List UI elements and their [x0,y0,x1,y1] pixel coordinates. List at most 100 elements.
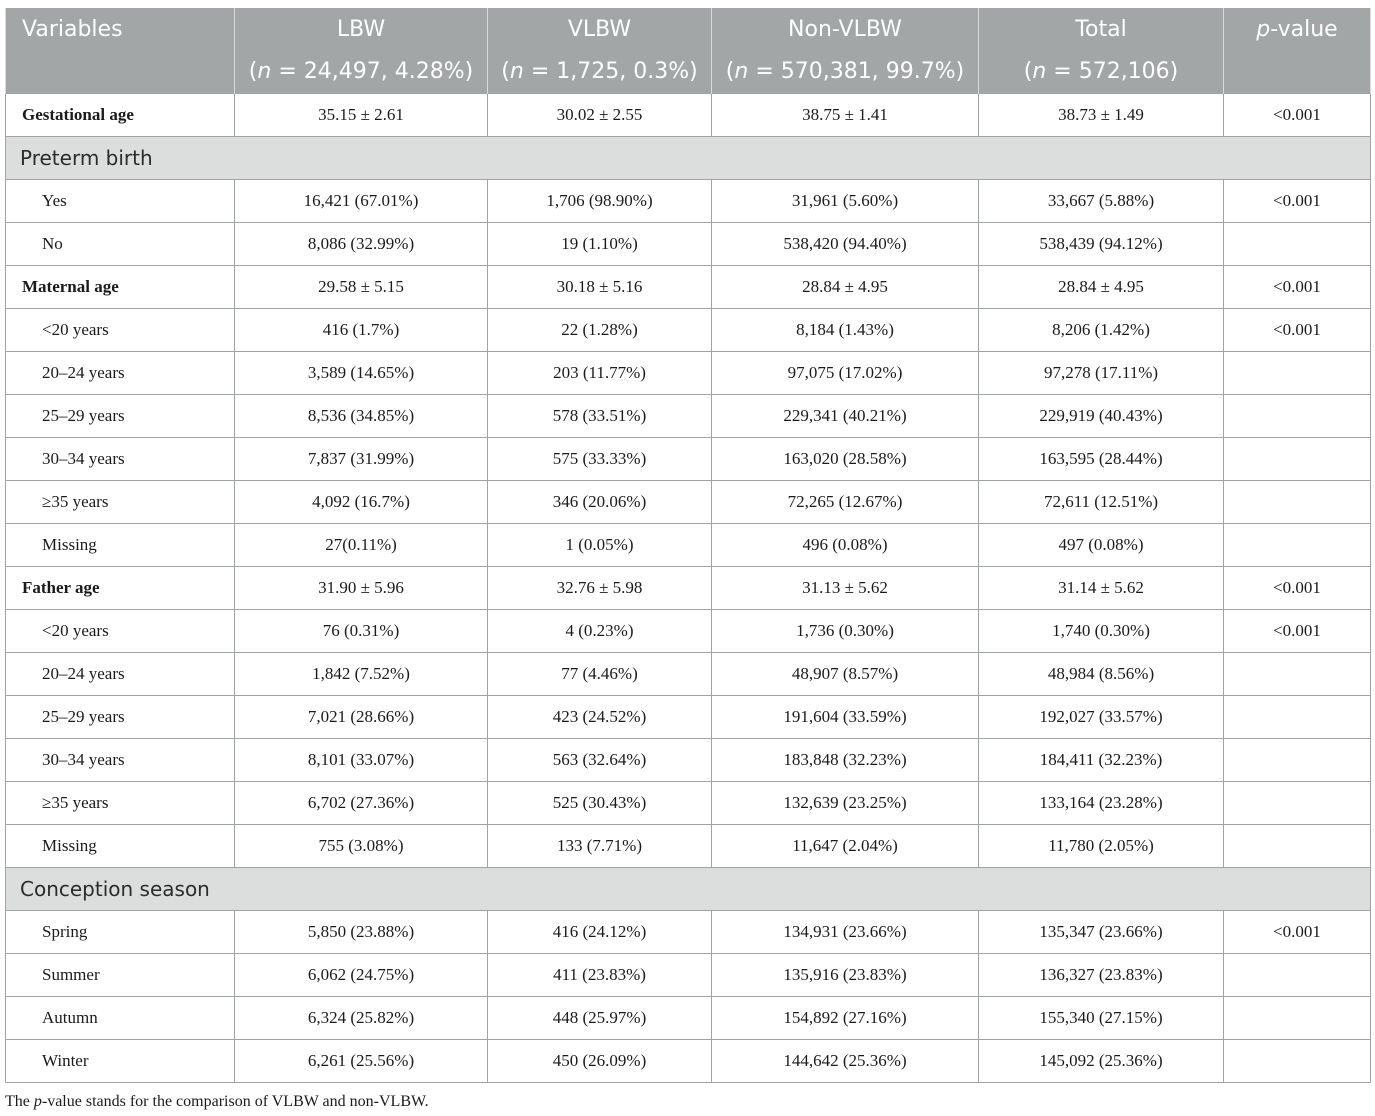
cell-lbw: 6,324 (25.82%) [234,996,488,1040]
cell-non-vlbw: 28.84 ± 4.95 [711,265,979,309]
table-row: Missing 27(0.11%) 1 (0.05%) 496 (0.08%) 497 … [5,523,1371,567]
cell-p-value [1223,781,1371,825]
row-label: 25–29 years [5,394,235,438]
cell-total: 97,278 (17.11%) [978,351,1224,395]
row-label: Missing [5,824,235,868]
cell-vlbw: 19 (1.10%) [487,222,712,266]
cell-lbw: 31.90 ± 5.96 [234,566,488,610]
table-row: Yes 16,421 (67.01%) 1,706 (98.90%) 31,961 (… [5,179,1371,223]
row-label: 30–34 years [5,437,235,481]
header-lbw: LBW [234,8,488,50]
cell-lbw: 416 (1.7%) [234,308,488,352]
cell-p-value [1223,480,1371,524]
cell-total: 31.14 ± 5.62 [978,566,1224,610]
row-label: 20–24 years [5,351,235,395]
cell-total: 38.73 ± 1.49 [978,93,1224,137]
cell-total: 184,411 (32.23%) [978,738,1224,782]
cell-non-vlbw: 31,961 (5.60%) [711,179,979,223]
cell-total: 48,984 (8.56%) [978,652,1224,696]
header-variables: Variables [5,8,235,50]
table-row: <20 years 416 (1.7%) 22 (1.28%) 8,184 (1.43… [5,308,1371,352]
cell-total: 28.84 ± 4.95 [978,265,1224,309]
row-label: ≥35 years [5,480,235,524]
cell-lbw: 76 (0.31%) [234,609,488,653]
table-header: Variables LBW VLBW Non-VLBW Total p-valu… [5,8,1371,94]
cell-vlbw: 563 (32.64%) [487,738,712,782]
table-row: 20–24 years 1,842 (7.52%) 77 (4.46%) 48,907… [5,652,1371,696]
cell-lbw: 16,421 (67.01%) [234,179,488,223]
cell-non-vlbw: 496 (0.08%) [711,523,979,567]
cell-p-value: <0.001 [1223,910,1371,954]
cell-lbw: 755 (3.08%) [234,824,488,868]
cell-non-vlbw: 8,184 (1.43%) [711,308,979,352]
cell-non-vlbw: 31.13 ± 5.62 [711,566,979,610]
footnote-p-italic: p [33,1093,42,1110]
section-label: Conception season [5,867,1371,911]
cell-p-value [1223,523,1371,567]
cell-p-value [1223,652,1371,696]
cell-p-value [1223,824,1371,868]
section-row: Preterm birth [5,136,1371,180]
header-p-rest: -value [1270,16,1338,42]
cell-p-value [1223,394,1371,438]
table-row: Gestational age 35.15 ± 2.61 30.02 ± 2.55 3… [5,93,1371,137]
cell-lbw: 8,086 (32.99%) [234,222,488,266]
table-row: Missing 755 (3.08%) 133 (7.71%) 11,647 (2.0… [5,824,1371,868]
header-vlbw-n: (n = 1,725, 0.3%) [487,50,712,94]
cell-total: 497 (0.08%) [978,523,1224,567]
cell-total: 133,164 (23.28%) [978,781,1224,825]
cell-lbw: 1,842 (7.52%) [234,652,488,696]
row-label: ≥35 years [5,781,235,825]
cell-vlbw: 1 (0.05%) [487,523,712,567]
row-label: 30–34 years [5,738,235,782]
cell-lbw: 3,589 (14.65%) [234,351,488,395]
cell-lbw: 7,021 (28.66%) [234,695,488,739]
table-row: ≥35 years 6,702 (27.36%) 525 (30.43%) 132,6… [5,781,1371,825]
cell-p-value [1223,738,1371,782]
table-row: 20–24 years 3,589 (14.65%) 203 (11.77%) 97,… [5,351,1371,395]
cell-non-vlbw: 183,848 (32.23%) [711,738,979,782]
table-row: 30–34 years 7,837 (31.99%) 575 (33.33%) 163… [5,437,1371,481]
cell-vlbw: 4 (0.23%) [487,609,712,653]
table-row: 25–29 years 7,021 (28.66%) 423 (24.52%) 191… [5,695,1371,739]
cell-total: 538,439 (94.12%) [978,222,1224,266]
table-row: No 8,086 (32.99%) 19 (1.10%) 538,420 (94.40… [5,222,1371,266]
row-label: Summer [5,953,235,997]
cell-p-value [1223,953,1371,997]
header-vlbw: VLBW [487,8,712,50]
cell-total: 145,092 (25.36%) [978,1039,1224,1083]
header-total: Total [978,8,1224,50]
table-row: Autumn 6,324 (25.82%) 448 (25.97%) 154,892 … [5,996,1371,1040]
header-p-value-sub [1223,50,1371,94]
cell-p-value [1223,351,1371,395]
cell-non-vlbw: 229,341 (40.21%) [711,394,979,438]
cell-p-value: <0.001 [1223,308,1371,352]
cell-p-value [1223,695,1371,739]
cell-total: 8,206 (1.42%) [978,308,1224,352]
row-label: 25–29 years [5,695,235,739]
cell-vlbw: 32.76 ± 5.98 [487,566,712,610]
cell-lbw: 7,837 (31.99%) [234,437,488,481]
cell-lbw: 8,101 (33.07%) [234,738,488,782]
table-body: Gestational age 35.15 ± 2.61 30.02 ± 2.55 3… [5,93,1371,1083]
row-label: No [5,222,235,266]
cell-non-vlbw: 97,075 (17.02%) [711,351,979,395]
header-lbw-n: (n = 24,497, 4.28%) [234,50,488,94]
cell-non-vlbw: 1,736 (0.30%) [711,609,979,653]
cell-non-vlbw: 135,916 (23.83%) [711,953,979,997]
table-row: Spring 5,850 (23.88%) 416 (24.12%) 134,931 … [5,910,1371,954]
cell-total: 163,595 (28.44%) [978,437,1224,481]
cell-vlbw: 525 (30.43%) [487,781,712,825]
header-p-italic: p [1256,16,1271,42]
cell-vlbw: 411 (23.83%) [487,953,712,997]
cell-total: 155,340 (27.15%) [978,996,1224,1040]
table-row: 25–29 years 8,536 (34.85%) 578 (33.51%) 229… [5,394,1371,438]
header-variables-sub [5,50,235,94]
table-row: Winter 6,261 (25.56%) 450 (26.09%) 144,642 … [5,1039,1371,1083]
cell-non-vlbw: 154,892 (27.16%) [711,996,979,1040]
cell-lbw: 6,261 (25.56%) [234,1039,488,1083]
cell-vlbw: 416 (24.12%) [487,910,712,954]
cell-vlbw: 1,706 (98.90%) [487,179,712,223]
table-row: Maternal age 29.58 ± 5.15 30.18 ± 5.16 28.8… [5,265,1371,309]
row-label: Missing [5,523,235,567]
